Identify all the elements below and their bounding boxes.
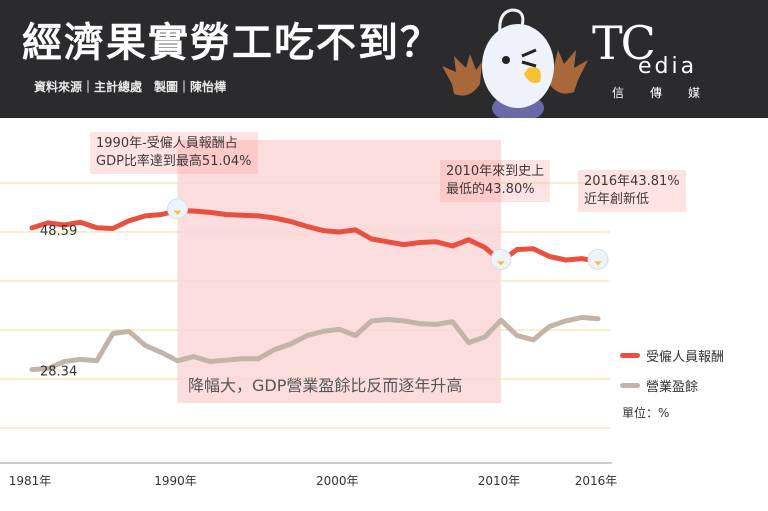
brand-logo: TC edia 信傳媒 <box>592 16 752 106</box>
annotation-peak: 1990年-受僱人員報酬占 GDP比率達到最高51.04% <box>90 132 258 174</box>
legend-label-compensation: 受僱人員報酬 <box>646 350 725 365</box>
marker-beak-1 <box>496 261 505 266</box>
marker-bird-0 <box>167 198 189 220</box>
series-start-label-0: 48.59 <box>40 224 77 239</box>
unit-label: 單位：% <box>622 406 670 420</box>
legend-label-surplus: 營業盈餘 <box>646 380 699 395</box>
highlight-caption: 降幅大，GDP營業盈餘比反而逐年升高 <box>188 376 463 395</box>
annotation-latest: 2016年43.81% 近年創新低 <box>578 170 686 212</box>
page-title: 經濟果實勞工吃不到？ <box>22 20 442 66</box>
x-tick-label-3: 2010年 <box>478 474 521 488</box>
marker-bird-2 <box>587 248 609 270</box>
series-start-label-1: 28.34 <box>40 365 77 380</box>
x-tick-label-1: 1990年 <box>154 474 197 488</box>
marker-beak-2 <box>594 261 602 266</box>
x-tick-label-2: 2000年 <box>316 474 359 488</box>
marker-bird-1 <box>490 248 512 270</box>
legend-swatch-surplus <box>620 383 640 388</box>
legend-series-surplus: 營業盈餘 <box>620 376 698 395</box>
header-banner: 經濟果實勞工吃不到？ 資料來源｜主計總處 製圖｜陳怡樺 TC edia 信傳媒 <box>0 0 768 122</box>
brand-logo-media: edia <box>638 54 698 79</box>
x-tick-label-0: 1981年 <box>9 474 52 488</box>
marker-beak-0 <box>173 210 182 215</box>
series-line-1 <box>29 314 601 373</box>
legend-swatch-compensation <box>620 353 640 358</box>
x-tick-label-4: 2016年 <box>575 474 618 488</box>
brand-logo-subtitle: 信傳媒 <box>612 86 727 100</box>
source-credit: 資料來源｜主計總處 製圖｜陳怡樺 <box>34 80 227 94</box>
legend-series-compensation: 受僱人員報酬 <box>620 346 724 365</box>
line-chart: 48.59 28.34 1981年 1990年 2000年 2010年 2016年 <box>0 140 618 488</box>
annotation-low: 2010年來到史上 最低的43.80% <box>440 160 551 202</box>
mascot-illustration <box>440 4 590 122</box>
brand-logo-mark: TC <box>592 16 656 70</box>
